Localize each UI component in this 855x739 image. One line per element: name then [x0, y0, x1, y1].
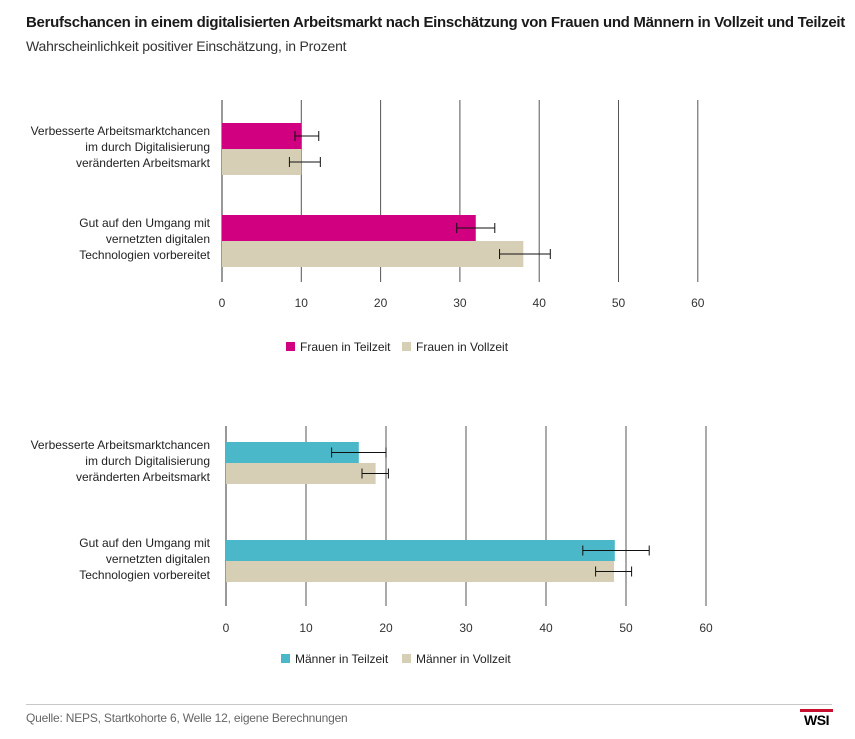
category-label-line: im durch Digitalisierung	[85, 454, 210, 468]
chart-frauen: 0 10 20 30 40 50 60 Verbesserte Arbeitsmarktcha…	[31, 100, 705, 354]
x-tick-label: 20	[374, 296, 388, 310]
legend-swatch	[402, 654, 411, 663]
bar	[226, 561, 614, 582]
legend-label: Männer in Vollzeit	[416, 652, 511, 666]
bar	[222, 215, 476, 241]
category-label-line: vernetzten digitalen	[106, 232, 210, 246]
bar	[226, 463, 376, 484]
footer-divider	[26, 704, 832, 705]
x-tick-label: 10	[299, 621, 313, 635]
x-tick-label: 40	[533, 296, 547, 310]
x-tick-label: 40	[539, 621, 553, 635]
logo-bar	[800, 709, 833, 712]
bar	[226, 540, 615, 561]
wsi-logo: WSI	[800, 709, 833, 730]
x-tick-label: 30	[453, 296, 467, 310]
x-tick-label: 60	[699, 621, 713, 635]
category-label-line: Gut auf den Umgang mit	[79, 216, 210, 230]
category-label: Verbesserte Arbeitsmarktchancen im durch …	[31, 124, 211, 170]
legend-label: Frauen in Teilzeit	[300, 340, 391, 354]
x-tick-label: 0	[219, 296, 226, 310]
x-tick-label: 60	[691, 296, 705, 310]
legend-swatch	[281, 654, 290, 663]
category-label-line: Technologien vorbereitet	[79, 568, 210, 582]
source-note: Quelle: NEPS, Startkohorte 6, Welle 12, …	[26, 711, 348, 725]
x-tick-label: 30	[459, 621, 473, 635]
legend-label: Männer in Teilzeit	[295, 652, 389, 666]
category-label-line: vernetzten digitalen	[106, 552, 210, 566]
x-tick-label: 10	[295, 296, 309, 310]
bar	[226, 442, 359, 463]
x-tick-label: 20	[379, 621, 393, 635]
category-label-line: Verbesserte Arbeitsmarktchancen	[31, 124, 210, 138]
legend-swatch	[402, 342, 411, 351]
legend-label: Frauen in Vollzeit	[416, 340, 509, 354]
bar	[222, 241, 524, 267]
category-label-line: veränderten Arbeitsmarkt	[76, 156, 211, 170]
x-tick-label: 50	[619, 621, 633, 635]
category-label-line: veränderten Arbeitsmarkt	[76, 470, 211, 484]
logo-text: WSI	[804, 712, 829, 728]
chart-maenner: 0 10 20 30 40 50 60 Verbesserte Arbeitsmarktcha…	[31, 426, 713, 666]
category-label: Gut auf den Umgang mit vernetzten digital…	[79, 216, 210, 262]
category-label: Verbesserte Arbeitsmarktchancen im durch …	[31, 438, 211, 484]
legend-swatch	[286, 342, 295, 351]
chart-subtitle: Wahrscheinlichkeit positiver Einschätzun…	[26, 38, 347, 54]
x-tick-label: 50	[612, 296, 626, 310]
bar	[222, 149, 302, 175]
category-label-line: Gut auf den Umgang mit	[79, 536, 210, 550]
category-label-line: im durch Digitalisierung	[85, 140, 210, 154]
chart-title: Berufschancen in einem digitalisierten A…	[26, 14, 845, 31]
category-label-line: Verbesserte Arbeitsmarktchancen	[31, 438, 210, 452]
category-label-line: Technologien vorbereitet	[79, 248, 210, 262]
x-tick-label: 0	[223, 621, 230, 635]
bar	[222, 123, 302, 149]
category-label: Gut auf den Umgang mit vernetzten digital…	[79, 536, 210, 582]
